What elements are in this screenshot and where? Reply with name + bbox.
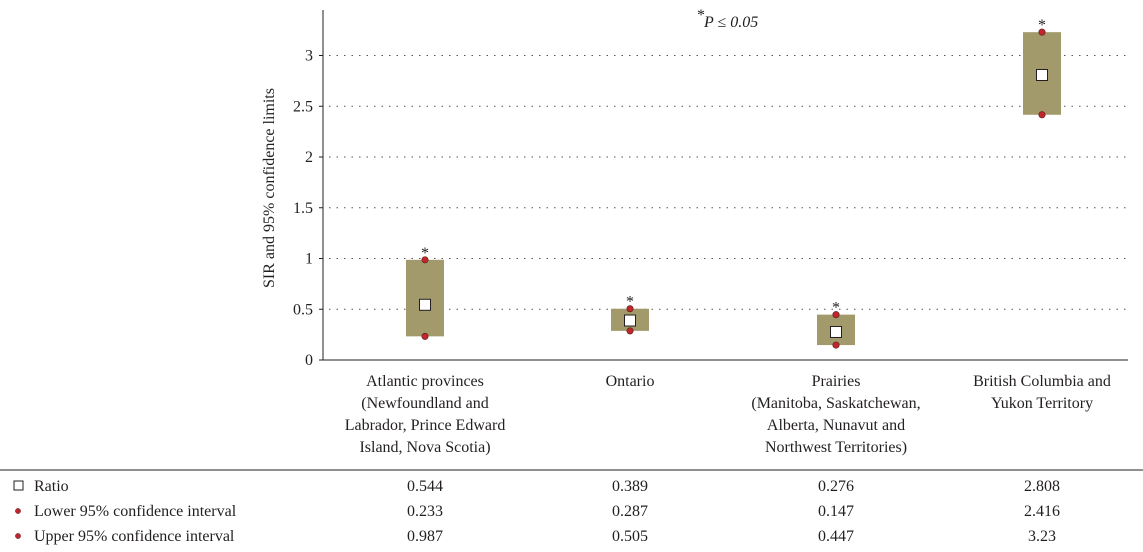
table-cell: 0.505	[612, 528, 648, 545]
category-group: *	[817, 300, 855, 349]
category-label: Island, Nova Scotia)	[359, 439, 490, 456]
annotation-text: P ≤ 0.05	[703, 14, 758, 31]
y-tick-label: 1	[305, 251, 313, 268]
table-cell: 0.233	[407, 503, 443, 520]
table-cell: 0.987	[407, 528, 443, 545]
category-label: (Newfoundland and	[361, 395, 489, 412]
table-cell: 3.23	[1028, 528, 1056, 545]
upper-ci-point	[421, 256, 429, 264]
category-label: Alberta, Nunavut and	[767, 417, 905, 434]
table-cell: 0.447	[818, 528, 854, 545]
lower-ci-point	[1038, 111, 1046, 119]
y-tick-label: 3	[305, 48, 313, 65]
table-cell: 2.808	[1024, 478, 1060, 495]
grid-lines	[329, 55, 1128, 310]
table-row-label: Ratio	[34, 478, 69, 495]
y-tick-labels: 0 0.5 1 1.5 2 2.5 3	[293, 48, 313, 370]
category-label: Prairies	[812, 373, 861, 390]
table-cell: 2.416	[1024, 503, 1060, 520]
y-tick-label: 0	[305, 352, 313, 369]
y-tick-label: 2.5	[293, 98, 313, 115]
table-cell: 0.147	[818, 503, 854, 520]
y-axis-label: SIR and 95% confidence limits	[261, 88, 278, 288]
significance-star: *	[1038, 17, 1046, 34]
table-row: Upper 95% confidence interval 0.987 0.505 0…	[15, 528, 1056, 545]
legend-dot-marker	[15, 533, 21, 539]
upper-ci-point	[832, 311, 840, 319]
lower-ci-point	[421, 332, 429, 340]
table-row: Ratio 0.544 0.389 0.276 2.808	[13, 478, 1060, 495]
significance-star: *	[626, 294, 634, 311]
table-cell: 0.389	[612, 478, 648, 495]
legend-square-marker	[13, 480, 24, 491]
ratio-point	[830, 325, 842, 338]
table-cell: 0.276	[818, 478, 854, 495]
table-row: Lower 95% confidence interval 0.233 0.287 0…	[15, 503, 1060, 520]
significance-star: *	[832, 300, 840, 317]
category-labels: Atlantic provinces (Newfoundland and Labra…	[345, 373, 1111, 456]
category-group: *	[611, 294, 649, 335]
upper-ci-point	[626, 305, 634, 313]
table-row-label: Upper 95% confidence interval	[34, 528, 235, 545]
table-row-label: Lower 95% confidence interval	[34, 503, 237, 520]
category-label: Northwest Territories)	[765, 439, 907, 456]
category-label: Yukon Territory	[991, 395, 1093, 412]
bars: * * * *	[406, 17, 1061, 349]
ratio-point	[1036, 68, 1048, 81]
annotation-star: *	[697, 7, 705, 24]
axes	[319, 10, 1128, 361]
significance-annotation: * P ≤ 0.05	[697, 7, 758, 31]
category-label: Atlantic provinces	[366, 373, 484, 390]
upper-ci-point	[1038, 28, 1046, 36]
y-tick-label: 0.5	[293, 301, 313, 318]
ci-bar	[406, 259, 444, 337]
lower-ci-point	[832, 341, 840, 349]
significance-star: *	[421, 245, 429, 262]
data-table: Ratio 0.544 0.389 0.276 2.808 Lower 95% confi…	[0, 469, 1143, 545]
ratio-point	[624, 314, 636, 327]
category-label: Ontario	[606, 373, 655, 390]
category-group: *	[1023, 17, 1061, 119]
category-label: British Columbia and	[973, 373, 1111, 390]
y-tick-label: 1.5	[293, 200, 313, 217]
legend-dot-marker	[15, 508, 21, 514]
table-cell: 0.287	[612, 503, 648, 520]
y-tick-label: 2	[305, 149, 313, 166]
ratio-point	[419, 298, 431, 311]
category-label: (Manitoba, Saskatchewan,	[751, 395, 920, 412]
category-group: *	[406, 245, 444, 340]
lower-ci-point	[626, 327, 634, 335]
table-cell: 0.544	[407, 478, 443, 495]
category-label: Labrador, Prince Edward	[345, 417, 506, 434]
